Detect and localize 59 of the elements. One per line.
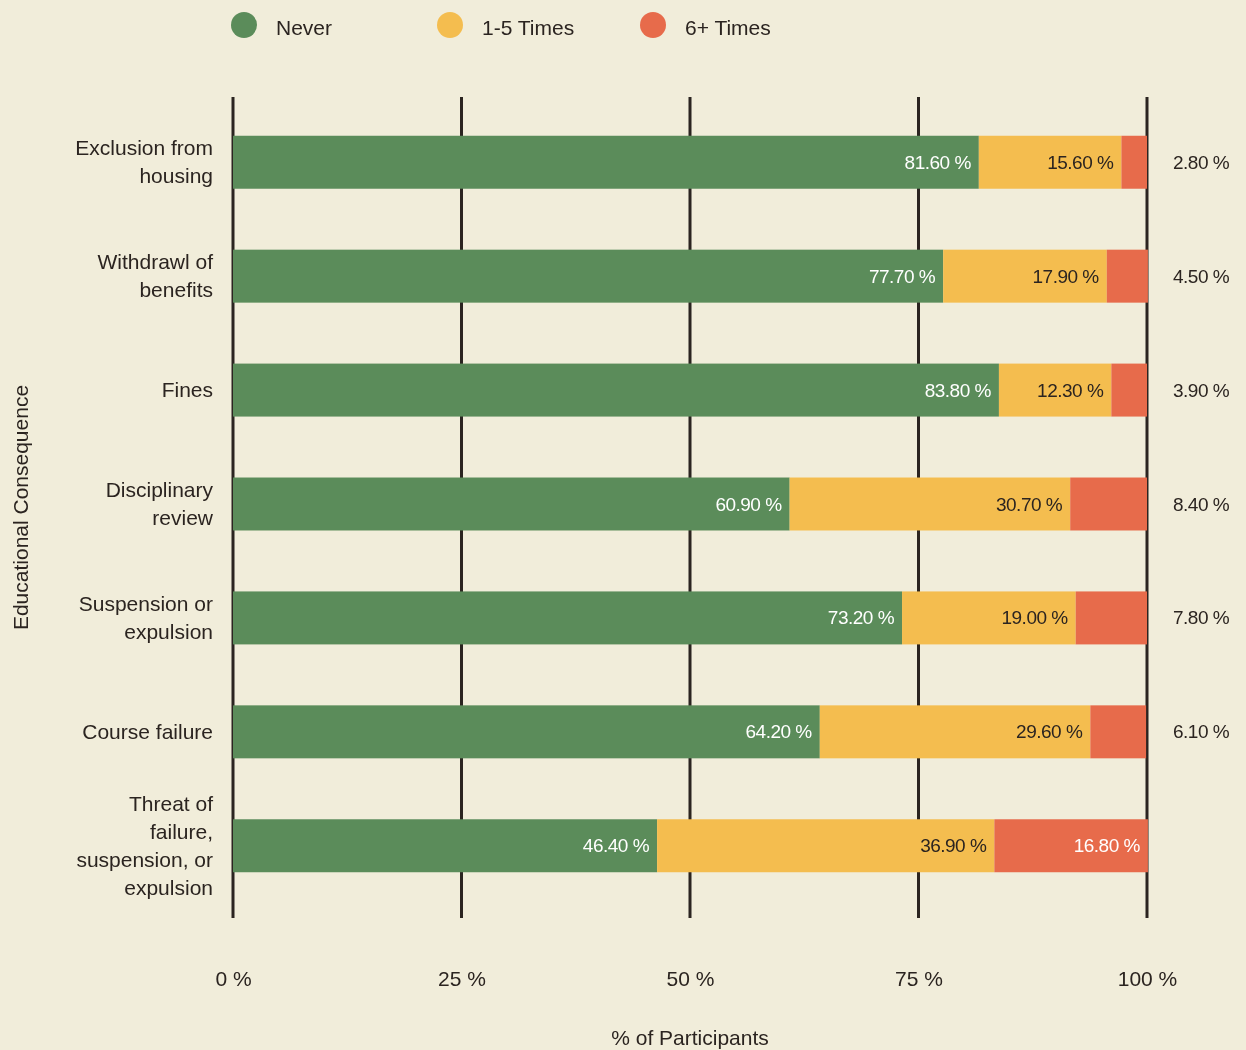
y-tick-label: Suspension or expulsion	[78, 591, 213, 643]
x-tick-label: 50 %	[666, 966, 715, 990]
data-label: 12.30 %	[1037, 379, 1104, 401]
x-tick-label: 0 %	[215, 966, 252, 990]
x-axis-title: % of Participants	[611, 1026, 769, 1049]
data-label: 19.00 %	[1001, 607, 1069, 629]
x-tick-label: 25 %	[438, 966, 486, 990]
y-tick-label: Disciplinary review	[105, 478, 214, 529]
data-label: 16.80 %	[1073, 835, 1141, 857]
data-label: 77.70 %	[868, 265, 936, 287]
data-label: 36.90 %	[920, 835, 987, 857]
bar	[943, 249, 1107, 303]
bar	[233, 363, 999, 417]
bar	[233, 819, 658, 873]
y-tick-label: Withdrawl of benefits	[97, 250, 214, 302]
bar	[233, 705, 820, 759]
y-axis-title: Educational Consequence	[9, 384, 32, 631]
legend-label: 1-5 Times	[482, 15, 575, 39]
legend-label: Never	[276, 15, 333, 39]
bar	[1075, 591, 1147, 645]
data-label: 30.70 %	[995, 493, 1063, 515]
bar	[1070, 477, 1147, 531]
y-tick-label: Threat of failure, suspension, or expulsion	[76, 791, 214, 899]
data-label: 60.90 %	[715, 493, 783, 515]
y-tick-label: Fines	[161, 378, 213, 402]
bar	[233, 591, 903, 645]
data-label: 3.90 %	[1173, 379, 1230, 401]
bar	[233, 477, 790, 531]
x-tick-label: 75 %	[895, 966, 943, 990]
bar	[1106, 249, 1148, 303]
data-label: 29.60 %	[1016, 721, 1083, 743]
data-label: 15.60 %	[1047, 151, 1114, 173]
data-label: 2.80 %	[1173, 151, 1230, 173]
bar	[1111, 363, 1147, 417]
bar	[1121, 135, 1147, 189]
bar	[789, 477, 1071, 531]
data-label: 46.40 %	[582, 835, 650, 857]
y-tick-label: Course failure	[82, 719, 213, 743]
bar	[994, 819, 1148, 873]
bar	[819, 705, 1091, 759]
bar	[998, 363, 1112, 417]
bar	[902, 591, 1076, 645]
legend-label: 6+ Times	[685, 15, 771, 39]
data-label: 73.20 %	[827, 607, 895, 629]
bar	[978, 135, 1122, 189]
bar	[657, 819, 995, 873]
bar	[233, 249, 944, 303]
x-tick-label: 100 %	[1117, 966, 1178, 990]
data-label: 17.90 %	[1032, 265, 1100, 287]
data-label: 64.20 %	[745, 721, 813, 743]
data-label: 81.60 %	[904, 151, 972, 173]
y-tick-label: Exclusion from housing	[75, 136, 213, 188]
data-label: 8.40 %	[1173, 493, 1230, 515]
data-label: 7.80 %	[1173, 607, 1230, 629]
data-label: 6.10 %	[1173, 721, 1230, 743]
data-label: 4.50 %	[1173, 265, 1230, 287]
data-label: 83.80 %	[924, 379, 992, 401]
bar	[1090, 705, 1147, 759]
bar	[233, 135, 979, 189]
